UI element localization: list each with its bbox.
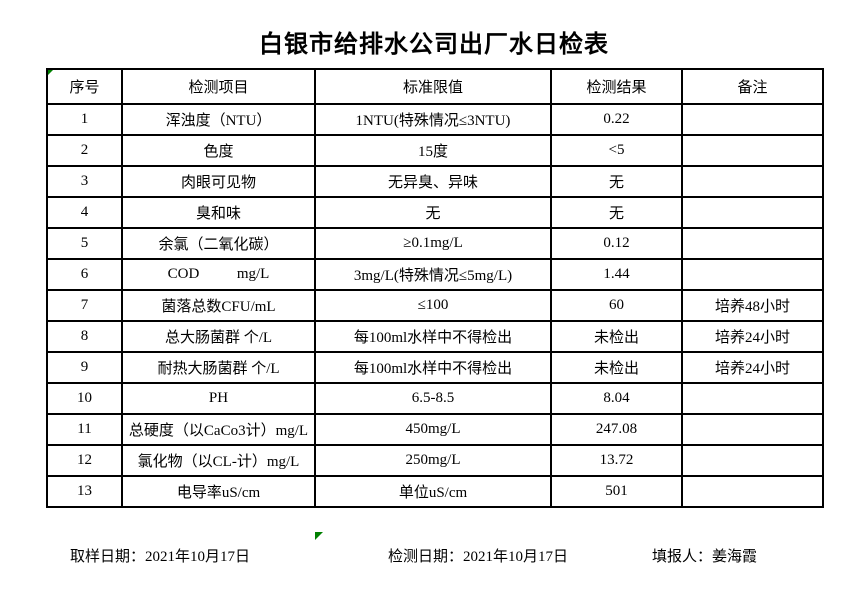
cell-remark <box>681 475 824 508</box>
cell-item: 耐热大肠菌群 个/L <box>121 351 316 384</box>
sample-date-label: 取样日期： <box>70 549 146 565</box>
cell-no: 13 <box>46 475 123 508</box>
table-row: 9 耐热大肠菌群 个/L 每100ml水样中不得检出 未检出 培养24小时 <box>46 351 824 384</box>
table-header-row: 序号 检测项目 标准限值 检测结果 备注 <box>46 68 824 105</box>
table-row: 4 臭和味 无 无 <box>46 196 824 229</box>
cell-item: 肉眼可见物 <box>121 165 316 198</box>
cell-limit: ≥0.1mg/L <box>314 227 552 260</box>
cell-remark <box>681 196 824 229</box>
page-title: 白银市给排水公司出厂水日检表 <box>259 31 609 58</box>
cell-no: 9 <box>46 351 123 384</box>
cell-result: 0.12 <box>550 227 683 260</box>
inspection-table: 序号 检测项目 标准限值 检测结果 备注 1 浑浊度（NTU） 1NTU(特殊情… <box>46 68 824 508</box>
cell-item: PH <box>121 382 316 415</box>
cell-item: 色度 <box>121 134 316 167</box>
table-row: 8 总大肠菌群 个/L 每100ml水样中不得检出 未检出 培养24小时 <box>46 320 824 353</box>
col-header-item: 检测项目 <box>121 68 316 105</box>
cell-limit: ≤100 <box>314 289 552 322</box>
cell-result: 无 <box>550 165 683 198</box>
cell-result: 8.04 <box>550 382 683 415</box>
cell-no: 8 <box>46 320 123 353</box>
cell-limit: 无异臭、异味 <box>314 165 552 198</box>
cell-item: 总大肠菌群 个/L <box>121 320 316 353</box>
cell-no: 3 <box>46 165 123 198</box>
table-row: 1 浑浊度（NTU） 1NTU(特殊情况≤3NTU) 0.22 <box>46 103 824 136</box>
cell-remark: 培养48小时 <box>681 289 824 322</box>
cell-limit: 每100ml水样中不得检出 <box>314 351 552 384</box>
cell-remark: 培养24小时 <box>681 320 824 353</box>
cell-item: 臭和味 <box>121 196 316 229</box>
sample-date: 取样日期：2021年10月17日 <box>70 545 250 566</box>
cell-limit: 1NTU(特殊情况≤3NTU) <box>314 103 552 136</box>
col-header-no: 序号 <box>46 68 123 105</box>
cell-limit: 3mg/L(特殊情况≤5mg/L) <box>314 258 552 291</box>
table-row: 12 氯化物（以CL-计）mg/L 250mg/L 13.72 <box>46 444 824 477</box>
table-row: 7 菌落总数CFU/mL ≤100 60 培养48小时 <box>46 289 824 322</box>
table-row: 2 色度 15度 <5 <box>46 134 824 167</box>
cell-no: 11 <box>46 413 123 446</box>
cell-remark <box>681 134 824 167</box>
col-header-result: 检测结果 <box>550 68 683 105</box>
cell-result: 未检出 <box>550 320 683 353</box>
test-date-label: 检测日期： <box>388 549 464 565</box>
col-header-remark: 备注 <box>681 68 824 105</box>
cell-remark <box>681 444 824 477</box>
cell-item: 电导率uS/cm <box>121 475 316 508</box>
table-row: 5 余氯（二氧化碳） ≥0.1mg/L 0.12 <box>46 227 824 260</box>
cell-result: 501 <box>550 475 683 508</box>
cell-result: 13.72 <box>550 444 683 477</box>
cell-no: 1 <box>46 103 123 136</box>
cell-remark <box>681 413 824 446</box>
test-date-value: 2021年10月17日 <box>463 549 569 565</box>
cell-item: 浑浊度（NTU） <box>121 103 316 136</box>
cell-limit: 450mg/L <box>314 413 552 446</box>
cell-item: 氯化物（以CL-计）mg/L <box>121 444 316 477</box>
green-marker-icon <box>315 532 323 540</box>
table-row: 11 总硬度（以CaCo3计）mg/L 450mg/L 247.08 <box>46 413 824 446</box>
cell-result: 无 <box>550 196 683 229</box>
cell-result: 0.22 <box>550 103 683 136</box>
table-row: 10 PH 6.5-8.5 8.04 <box>46 382 824 415</box>
cell-remark <box>681 258 824 291</box>
cell-result: 1.44 <box>550 258 683 291</box>
cell-limit: 每100ml水样中不得检出 <box>314 320 552 353</box>
cell-no: 10 <box>46 382 123 415</box>
cell-limit: 单位uS/cm <box>314 475 552 508</box>
reporter-label: 填报人： <box>652 549 713 565</box>
cell-result: 未检出 <box>550 351 683 384</box>
cell-limit: 无 <box>314 196 552 229</box>
cell-no: 4 <box>46 196 123 229</box>
cell-remark <box>681 103 824 136</box>
cell-result: 60 <box>550 289 683 322</box>
table-row: 6 COD mg/L 3mg/L(特殊情况≤5mg/L) 1.44 <box>46 258 824 291</box>
cell-remark <box>681 227 824 260</box>
cell-remark <box>681 165 824 198</box>
cell-limit: 15度 <box>314 134 552 167</box>
cell-no: 5 <box>46 227 123 260</box>
reporter-value: 姜海霞 <box>712 549 758 565</box>
cell-no: 7 <box>46 289 123 322</box>
cell-result: <5 <box>550 134 683 167</box>
table-row: 13 电导率uS/cm 单位uS/cm 501 <box>46 475 824 508</box>
cell-remark: 培养24小时 <box>681 351 824 384</box>
cell-result: 247.08 <box>550 413 683 446</box>
cell-limit: 6.5-8.5 <box>314 382 552 415</box>
cell-item: 菌落总数CFU/mL <box>121 289 316 322</box>
reporter: 填报人：姜海霞 <box>652 545 757 566</box>
cell-remark <box>681 382 824 415</box>
cell-item: COD mg/L <box>121 258 316 291</box>
col-header-limit: 标准限值 <box>314 68 552 105</box>
sample-date-value: 2021年10月17日 <box>145 549 251 565</box>
cell-no: 6 <box>46 258 123 291</box>
test-date: 检测日期：2021年10月17日 <box>388 545 568 566</box>
cell-item: 余氯（二氧化碳） <box>121 227 316 260</box>
cell-no: 12 <box>46 444 123 477</box>
table-row: 3 肉眼可见物 无异臭、异味 无 <box>46 165 824 198</box>
cell-item: 总硬度（以CaCo3计）mg/L <box>121 413 316 446</box>
cell-limit: 250mg/L <box>314 444 552 477</box>
cell-no: 2 <box>46 134 123 167</box>
